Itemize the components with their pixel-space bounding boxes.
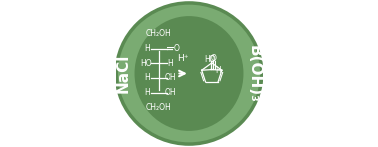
Text: HO: HO xyxy=(140,59,152,68)
Text: CH₂OH: CH₂OH xyxy=(146,29,172,38)
Text: HO: HO xyxy=(204,55,216,64)
Text: H: H xyxy=(215,66,221,75)
Text: H: H xyxy=(145,73,150,82)
Text: O: O xyxy=(174,44,180,53)
Text: CH₂OH: CH₂OH xyxy=(146,103,172,112)
Text: B(OH)₃: B(OH)₃ xyxy=(247,45,262,102)
Ellipse shape xyxy=(133,15,245,132)
Ellipse shape xyxy=(116,3,262,144)
Text: H⁺: H⁺ xyxy=(177,54,189,63)
Text: O: O xyxy=(211,54,217,63)
Text: H: H xyxy=(167,59,173,68)
Text: O: O xyxy=(209,55,215,64)
Text: H: H xyxy=(145,88,150,97)
Text: OH: OH xyxy=(165,73,177,82)
Text: NaCl: NaCl xyxy=(116,54,131,93)
Text: H: H xyxy=(144,44,150,53)
Text: OH: OH xyxy=(165,88,177,97)
